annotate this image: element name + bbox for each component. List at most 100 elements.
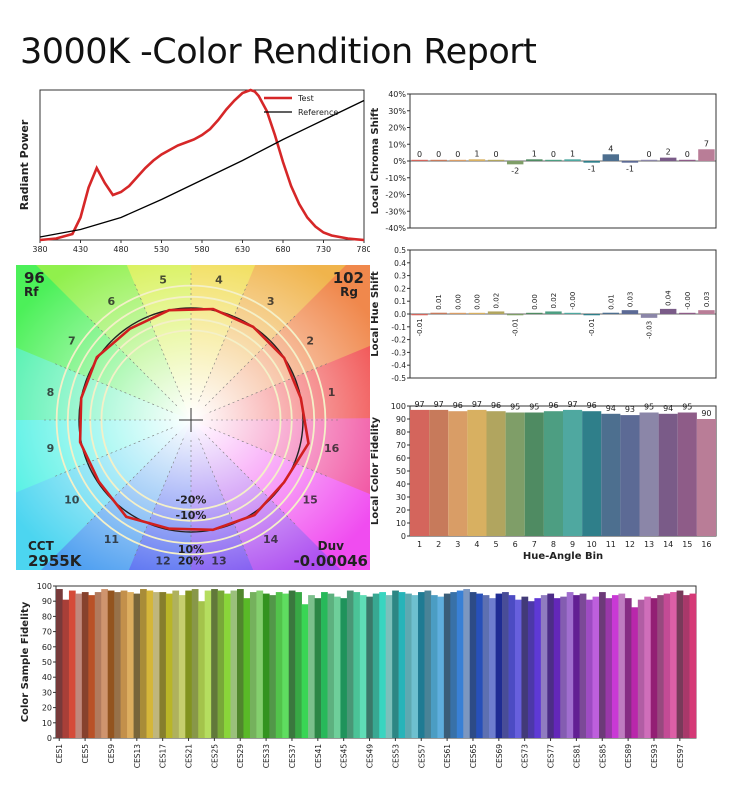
ces-bar bbox=[282, 593, 290, 738]
ces-x-tick-label: CES89 bbox=[624, 744, 633, 769]
page-title: 3000K -Color Rendition Report bbox=[20, 32, 537, 72]
ces-bar bbox=[424, 590, 432, 738]
fidelity-bar bbox=[620, 415, 640, 536]
hue-bar bbox=[640, 314, 658, 318]
cvg-cct-value: 2955K bbox=[28, 552, 83, 570]
fidelity-bar bbox=[563, 409, 583, 536]
hue-value-label: 0.03 bbox=[703, 292, 711, 308]
spd-plot-frame bbox=[39, 89, 365, 241]
chroma-value-label: 7 bbox=[704, 139, 709, 148]
chroma-bar bbox=[506, 161, 524, 165]
ces-bar bbox=[94, 592, 102, 738]
hue-bar bbox=[430, 312, 447, 314]
chroma-bar bbox=[621, 161, 639, 163]
hue-y-tick-label: -0.3 bbox=[391, 348, 406, 357]
ces-bar bbox=[333, 596, 341, 738]
ces-bar bbox=[469, 592, 477, 738]
cvg-bin-number: 15 bbox=[303, 494, 318, 507]
ces-x-tick-label: CES1 bbox=[55, 744, 64, 764]
chroma-value-label: 0 bbox=[685, 150, 690, 159]
chroma-value-label: 0 bbox=[455, 150, 460, 159]
cvg-radial-line bbox=[204, 313, 298, 407]
ces-x-tick-label: CES85 bbox=[598, 744, 607, 769]
spd-y-label: Radiant Power bbox=[18, 119, 31, 210]
ces-y-tick-label: 20 bbox=[42, 704, 52, 713]
cvg-radial-line bbox=[209, 362, 330, 413]
fidelity-value-label: 97 bbox=[472, 400, 482, 409]
ces-bar bbox=[637, 599, 645, 738]
fidelity-value-label: 93 bbox=[625, 405, 635, 414]
chroma-bar bbox=[468, 159, 486, 161]
fidelity-value-label: 96 bbox=[548, 401, 558, 410]
ces-bar bbox=[579, 593, 587, 738]
ces-y-tick-label: 40 bbox=[42, 673, 52, 682]
ces-bar bbox=[127, 592, 134, 738]
ces-bar bbox=[514, 599, 522, 738]
ces-bar bbox=[540, 595, 548, 738]
chroma-value-label: 0 bbox=[647, 150, 652, 159]
ces-bar bbox=[644, 596, 652, 738]
chroma-value-label: 1 bbox=[532, 149, 537, 158]
hue-bar bbox=[583, 314, 600, 316]
fidelity-bar bbox=[543, 411, 563, 536]
ces-bar bbox=[385, 595, 393, 738]
chroma-y-tick-label: 30% bbox=[388, 107, 406, 116]
ces-x-tick-label: CES21 bbox=[185, 744, 194, 769]
chroma-bar bbox=[526, 159, 543, 161]
chroma-bar bbox=[564, 159, 581, 161]
hue-value-label: 0.00 bbox=[473, 294, 481, 310]
hue-y-tick-label: -0.1 bbox=[391, 323, 406, 332]
ces-bar bbox=[211, 589, 218, 738]
cvg-rf-label: Rf bbox=[24, 285, 39, 299]
cvg-ring-label: 10% bbox=[178, 543, 204, 556]
fidelity-y-tick-label: 10 bbox=[396, 519, 406, 528]
ces-x-tick-label: CES93 bbox=[650, 744, 659, 769]
cvg-radial-line bbox=[204, 433, 298, 527]
spd-legend-label: Reference bbox=[298, 108, 338, 117]
ces-bar bbox=[68, 590, 76, 738]
fidelity-value-label: 95 bbox=[529, 403, 539, 412]
fidelity-value-label: 97 bbox=[414, 400, 424, 409]
fidelity-x-tick-label: 5 bbox=[494, 540, 499, 549]
fidelity-x-tick-label: 1 bbox=[417, 540, 422, 549]
cvg-cct-label: CCT bbox=[28, 539, 55, 553]
chroma-value-label: 0 bbox=[436, 150, 441, 159]
ces-bar bbox=[437, 596, 445, 738]
fidelity-x-tick-label: 12 bbox=[625, 540, 635, 549]
cvg-radial-line bbox=[84, 433, 178, 527]
fidelity-bar bbox=[696, 419, 716, 536]
cvg-bin-number: 5 bbox=[159, 273, 167, 286]
fidelity-value-label: 95 bbox=[682, 403, 692, 412]
ces-y-tick-label: 0 bbox=[47, 734, 52, 743]
hue-y-tick-label: -0.4 bbox=[391, 361, 406, 370]
fidelity-bar bbox=[410, 409, 430, 536]
ces-bar bbox=[359, 595, 367, 738]
hue-y-tick-label: 0.3 bbox=[394, 272, 406, 281]
fidelity-bar bbox=[677, 412, 697, 536]
ces-bar bbox=[392, 590, 399, 738]
ces-bar bbox=[573, 595, 580, 738]
hue-bar bbox=[506, 314, 524, 316]
spd-x-tick-label: 580 bbox=[194, 245, 209, 254]
fidelity-x-tick-label: 16 bbox=[701, 540, 711, 549]
cvg-bin-number: 6 bbox=[108, 295, 116, 308]
ces-y-tick-label: 80 bbox=[42, 612, 52, 621]
fidelity-x-tick-label: 9 bbox=[570, 540, 575, 549]
hue-bar bbox=[411, 314, 428, 316]
ces-bar bbox=[185, 590, 193, 738]
hue-value-label: 0.02 bbox=[493, 293, 501, 309]
chroma-value-label: -1 bbox=[626, 165, 634, 174]
ces-y-tick-label: 10 bbox=[42, 719, 52, 728]
hue-value-label: -0.00 bbox=[684, 292, 692, 310]
chroma-y-tick-label: 10% bbox=[388, 140, 406, 149]
ces-bar bbox=[217, 590, 225, 738]
hue-y-tick-label: 0.0 bbox=[394, 310, 406, 319]
fidelity-value-label: 94 bbox=[663, 404, 673, 413]
chroma-y-tick-label: -30% bbox=[385, 207, 406, 216]
ces-bar bbox=[321, 592, 328, 738]
ces-x-tick-label: CES97 bbox=[676, 744, 685, 769]
fidelity-y-tick-label: 80 bbox=[396, 428, 406, 437]
ces-bar bbox=[430, 595, 438, 738]
